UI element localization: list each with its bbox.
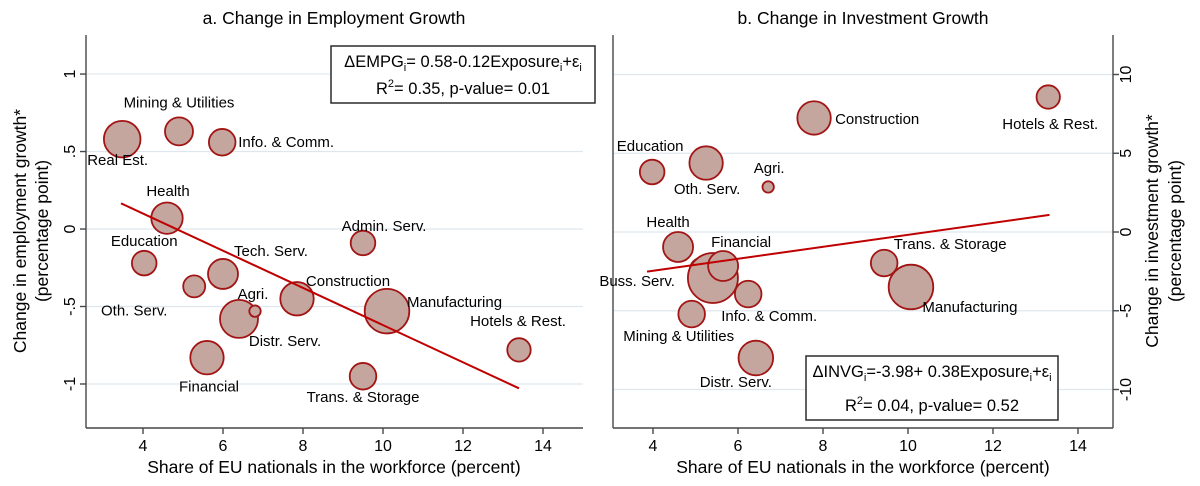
point-label: Real Est. bbox=[87, 152, 148, 169]
point-bubble-education bbox=[130, 249, 158, 277]
equation-line: ΔEMPGi= 0.58-0.12Exposurei+εi bbox=[344, 53, 582, 74]
y-tick-label: 0 bbox=[1118, 227, 1135, 236]
point-label: Financial bbox=[179, 379, 239, 396]
x-tick-label: 12 bbox=[984, 438, 1002, 455]
point-bubble-financial bbox=[189, 340, 225, 376]
point-bubble-education bbox=[638, 158, 666, 186]
y-tick-label: 10 bbox=[1118, 66, 1135, 84]
point-bubble-real-est bbox=[102, 119, 142, 159]
x-tick-label: 8 bbox=[819, 438, 828, 455]
x-tick-label: 10 bbox=[899, 438, 917, 455]
point-bubble-trans-storage bbox=[869, 248, 899, 278]
point-label: Construction bbox=[835, 111, 919, 128]
point-bubble-manufacturing bbox=[887, 263, 935, 311]
equation-box bbox=[330, 45, 596, 104]
panel-a-plot: 4 6 8 10 12 14 1 .5 0 -.5 -1 ΔEMPGi= 0.58-0.12Expos… bbox=[62, 35, 596, 455]
x-tick-label: 14 bbox=[534, 438, 552, 455]
y-tick-label: 5 bbox=[1118, 149, 1135, 158]
point-bubble-admin-serv bbox=[349, 229, 377, 257]
point-bubble-mining-utilities bbox=[677, 299, 706, 329]
r-squared-line: R2= 0.04, p-value= 0.52 bbox=[845, 395, 1019, 415]
point-bubble-distr-serv bbox=[737, 339, 775, 377]
panel-a-yaxis-label-line2: (percentage point) bbox=[32, 160, 52, 302]
panel-a-xaxis-label: Share of EU nationals in the workforce (… bbox=[147, 457, 521, 477]
panel-b-title: b. Change in Investment Growth bbox=[738, 8, 989, 28]
equation-line: ΔINVGi=-3.98+ 0.38Exposurei+εi bbox=[812, 363, 1051, 384]
point-label: Trans. & Storage bbox=[307, 389, 420, 406]
point-bubble-trans-storage bbox=[348, 362, 378, 391]
point-label: Health bbox=[146, 183, 189, 200]
point-label: Manufacturing bbox=[407, 294, 502, 311]
point-label: Distr. Serv. bbox=[700, 374, 772, 391]
x-tick-label: 6 bbox=[734, 438, 743, 455]
point-label: Tech. Serv. bbox=[234, 243, 308, 260]
x-tick-label: 4 bbox=[139, 438, 148, 455]
x-tick-label: 6 bbox=[219, 438, 228, 455]
equation-box bbox=[805, 355, 1059, 421]
regression-line bbox=[120, 202, 520, 390]
point-label: Info. & Comm. bbox=[721, 308, 817, 325]
panel-a-yaxis-label-line1: Change in employment growth* bbox=[10, 109, 30, 353]
point-label: Distr. Serv. bbox=[249, 333, 321, 350]
point-label: Health bbox=[646, 214, 689, 231]
panel-b-plot: 4 6 8 10 12 14 10 5 0 -5 -10 ΔINVGi=-3.98+ 0.38Expo… bbox=[599, 35, 1135, 455]
point-label: Trans. & Storage bbox=[894, 236, 1007, 253]
y-tick-label: 0 bbox=[62, 224, 79, 233]
point-bubble-construction bbox=[279, 281, 315, 317]
x-tick-label: 14 bbox=[1069, 438, 1087, 455]
point-label: Hotels & Rest. bbox=[1002, 116, 1098, 133]
point-bubble-info-comm bbox=[733, 279, 763, 309]
y-tick-label: -.5 bbox=[62, 297, 79, 316]
panel-b-yaxis-label-line2: (percentage point) bbox=[1165, 160, 1185, 302]
point-bubble-health bbox=[662, 231, 694, 263]
point-label: Oth. Serv. bbox=[101, 302, 167, 319]
point-bubble-hotels-rest bbox=[506, 337, 532, 363]
y-tick-label: -10 bbox=[1118, 378, 1135, 401]
y-tick-label: .5 bbox=[62, 145, 79, 158]
point-label: Construction bbox=[306, 273, 390, 290]
point-bubble-oth-serv bbox=[688, 145, 724, 181]
y-tick-label: -1 bbox=[62, 377, 79, 391]
regression-line bbox=[646, 213, 1050, 273]
panel-b-yaxis-label-line1: Change in investment growth* bbox=[1142, 114, 1162, 348]
point-bubble-hotels-rest bbox=[1035, 84, 1061, 110]
x-tick-label: 4 bbox=[649, 438, 658, 455]
point-bubble-construction bbox=[796, 100, 832, 136]
x-tick-label: 12 bbox=[454, 438, 472, 455]
point-label: Buss. Serv. bbox=[599, 273, 675, 290]
point-label: Education bbox=[111, 233, 178, 250]
point-bubble-distr-serv bbox=[219, 299, 259, 339]
x-tick-label: 8 bbox=[299, 438, 308, 455]
point-label: Financial bbox=[711, 234, 771, 251]
point-bubble-mining-utilities bbox=[164, 116, 194, 147]
point-label: Agri. bbox=[238, 286, 269, 303]
point-label: Oth. Serv. bbox=[674, 181, 740, 198]
point-label: Education bbox=[617, 138, 684, 155]
point-label: Agri. bbox=[754, 160, 785, 177]
point-bubble-agri bbox=[248, 304, 262, 318]
point-label: Mining & Utilities bbox=[124, 94, 235, 111]
x-tick-label: 10 bbox=[374, 438, 392, 455]
point-label: Admin. Serv. bbox=[342, 218, 427, 235]
r-squared-line: R2= 0.35, p-value= 0.01 bbox=[376, 78, 550, 98]
y-tick-label: -5 bbox=[1118, 304, 1135, 318]
point-bubble-info-comm bbox=[207, 128, 237, 157]
panel-b-xaxis-label: Share of EU nationals in the workforce (… bbox=[676, 457, 1050, 477]
point-bubble-agri bbox=[761, 180, 775, 194]
point-label: Mining & Utilities bbox=[623, 328, 734, 345]
point-bubble-financial bbox=[707, 250, 740, 282]
point-label: Manufacturing bbox=[922, 299, 1017, 316]
point-label: Hotels & Rest. bbox=[470, 313, 566, 330]
panel-a-title: a. Change in Employment Growth bbox=[203, 8, 466, 28]
point-bubble-oth-serv bbox=[182, 274, 207, 299]
point-label: Info. & Comm. bbox=[238, 134, 334, 151]
y-tick-label: 1 bbox=[62, 70, 79, 79]
point-bubble-tech-serv bbox=[207, 258, 239, 290]
